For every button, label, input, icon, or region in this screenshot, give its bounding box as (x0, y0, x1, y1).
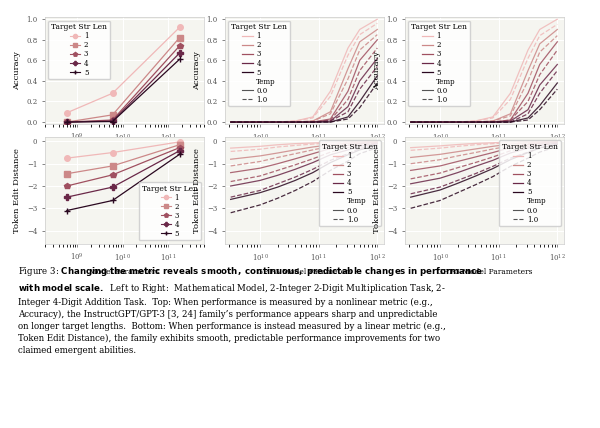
X-axis label: GPT-3 Model Parameters: GPT-3 Model Parameters (437, 149, 532, 156)
Legend: 1, 2, 3, 4, 5, Temp, 0.0, 1.0: 1, 2, 3, 4, 5, Temp, 0.0, 1.0 (319, 140, 380, 226)
Y-axis label: Accuracy: Accuracy (13, 51, 20, 90)
Y-axis label: Token Edit Distance: Token Edit Distance (13, 148, 22, 233)
Y-axis label: Accuracy: Accuracy (373, 51, 380, 90)
Text: Figure 3: $\bf{Changing\ the\ metric\ reveals\ smooth,\ continuous,\ predictable: Figure 3: $\bf{Changing\ the\ metric\ re… (18, 265, 484, 355)
X-axis label: GPT-3 Model Parameters: GPT-3 Model Parameters (437, 268, 532, 276)
Legend: 1, 2, 3, 4, 5, Temp, 0.0, 1.0: 1, 2, 3, 4, 5, Temp, 0.0, 1.0 (229, 21, 290, 107)
X-axis label: GPT-3 Model Parameters: GPT-3 Model Parameters (257, 149, 352, 156)
Y-axis label: Token Edit Distance: Token Edit Distance (373, 148, 382, 233)
X-axis label: Model Parameters: Model Parameters (89, 268, 160, 276)
X-axis label: Model Parameters: Model Parameters (89, 149, 160, 157)
X-axis label: GPT-3 Model Parameters: GPT-3 Model Parameters (257, 268, 352, 276)
Y-axis label: Token Edit Distance: Token Edit Distance (193, 148, 202, 233)
Legend: 1, 2, 3, 4, 5, Temp, 0.0, 1.0: 1, 2, 3, 4, 5, Temp, 0.0, 1.0 (409, 21, 470, 107)
Legend: 1, 2, 3, 4, 5: 1, 2, 3, 4, 5 (139, 182, 200, 241)
Y-axis label: Accuracy: Accuracy (193, 51, 200, 90)
Legend: 1, 2, 3, 4, 5, Temp, 0.0, 1.0: 1, 2, 3, 4, 5, Temp, 0.0, 1.0 (499, 140, 560, 226)
Legend: 1, 2, 3, 4, 5: 1, 2, 3, 4, 5 (49, 21, 110, 79)
